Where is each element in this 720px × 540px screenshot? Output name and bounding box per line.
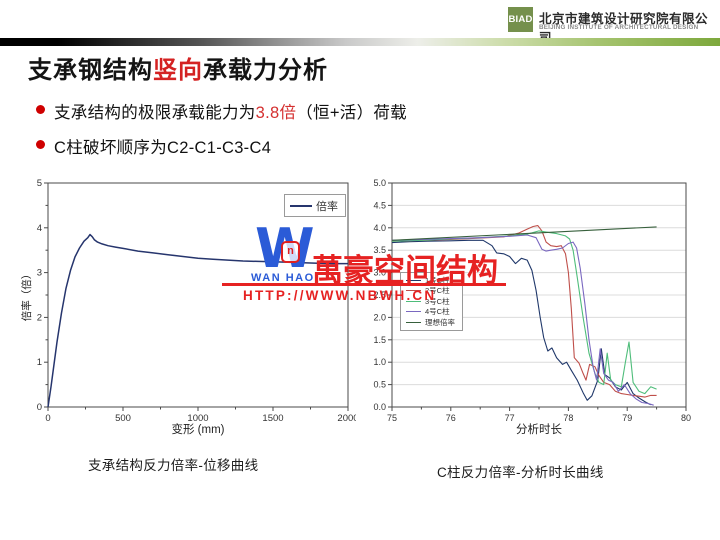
title-pre: 支承钢结构 (28, 57, 153, 84)
legend-item: 4号C柱 (406, 307, 457, 318)
bullet-dot-icon (36, 105, 45, 114)
bullet-text-pre: C柱破坏顺序为C2-C1-C3-C4 (54, 139, 272, 157)
svg-text:分析时长: 分析时长 (516, 422, 562, 436)
legend-label: 3号C柱 (425, 296, 450, 306)
chart-legend: 倍率 (284, 194, 346, 217)
page-title: 支承钢结构竖向承载力分析 (28, 50, 328, 85)
bullet-text: 支承结构的极限承载能力为3.8倍（恒+活）荷载 (54, 99, 407, 123)
legend-item: 2号C柱 (406, 286, 457, 297)
svg-text:5: 5 (37, 178, 42, 189)
svg-text:77: 77 (505, 413, 515, 423)
svg-text:1500: 1500 (262, 413, 283, 424)
legend-item: 理想倍率 (406, 317, 457, 328)
svg-text:1.5: 1.5 (373, 335, 386, 345)
chart-legend: 1号C柱 2号C柱 3号C柱 4号C柱 理想倍率 (400, 272, 463, 331)
biad-logo-text: BIAD (508, 14, 533, 25)
legend-line-sample (406, 290, 421, 292)
svg-text:2: 2 (37, 312, 42, 323)
svg-text:2000: 2000 (337, 413, 356, 424)
legend-label: 2号C柱 (425, 286, 450, 296)
svg-text:1000: 1000 (187, 413, 208, 424)
legend-line-sample (406, 300, 421, 302)
title-post: 承载力分析 (203, 57, 328, 84)
chart-force-time: 75 76 77 78 79 80 0.0 0.5 1.0 1.5 2.0 2.5 3.0 3.5 4.0 4… (362, 178, 698, 442)
legend-line-sample (406, 311, 421, 313)
title-highlight: 竖向 (153, 57, 203, 84)
bullet-failure-order: C柱破坏顺序为C2-C1-C3-C4 (36, 134, 271, 158)
biad-logo: BIAD (508, 7, 533, 32)
bullet-text-post: （恒+活）荷载 (296, 104, 407, 122)
legend-line-sample (406, 279, 421, 281)
bullet-text: C柱破坏顺序为C2-C1-C3-C4 (54, 134, 271, 158)
svg-text:500: 500 (115, 413, 131, 424)
svg-text:76: 76 (446, 413, 456, 423)
svg-text:78: 78 (563, 413, 573, 423)
svg-text:0.5: 0.5 (373, 380, 386, 390)
svg-text:3.0: 3.0 (373, 268, 386, 278)
legend-item: 倍率 (290, 197, 340, 214)
svg-text:4.0: 4.0 (373, 223, 386, 233)
svg-text:5.0: 5.0 (373, 178, 386, 188)
svg-text:1.0: 1.0 (373, 357, 386, 367)
svg-text:80: 80 (681, 413, 691, 423)
svg-text:0: 0 (45, 413, 50, 424)
svg-text:2.5: 2.5 (373, 290, 386, 300)
company-name-en: BEIJING INSTITUTE OF ARCHITECTURAL DESIG… (539, 24, 699, 31)
chart-svg: 0 500 1000 1500 2000 0 1 2 3 4 5 变形 (mm) 倍率（倍） (20, 178, 359, 436)
svg-text:4.5: 4.5 (373, 200, 386, 210)
bullet-text-highlight: 3.8倍 (255, 104, 297, 122)
svg-text:变形 (mm): 变形 (mm) (171, 422, 224, 436)
header-divider-gradient (0, 38, 720, 46)
svg-text:4: 4 (37, 223, 42, 234)
legend-line-sample (290, 204, 312, 207)
legend-item: 1号C柱 (406, 275, 457, 286)
svg-text:1: 1 (37, 357, 42, 368)
bullet-text-pre: 支承结构的极限承载能力为 (54, 104, 256, 122)
legend-label: 4号C柱 (425, 307, 450, 317)
bullet-ultimate-capacity: 支承结构的极限承载能力为3.8倍（恒+活）荷载 (36, 99, 407, 123)
svg-text:0.0: 0.0 (373, 402, 386, 412)
caption-left-chart: 支承结构反力倍率-位移曲线 (88, 458, 259, 473)
svg-text:75: 75 (387, 413, 397, 423)
svg-text:3: 3 (37, 268, 42, 279)
legend-line-sample (406, 321, 421, 323)
legend-label: 理想倍率 (425, 317, 455, 327)
svg-text:0: 0 (37, 402, 42, 413)
legend-item: 3号C柱 (406, 296, 457, 307)
caption-right-chart: C柱反力倍率-分析时长曲线 (437, 465, 604, 480)
svg-text:79: 79 (622, 413, 632, 423)
legend-label: 1号C柱 (425, 275, 450, 285)
chart-force-displacement: 0 500 1000 1500 2000 0 1 2 3 4 5 变形 (mm) 倍率（倍） 倍率 (20, 178, 359, 442)
bullet-dot-icon (36, 140, 45, 149)
svg-text:3.5: 3.5 (373, 245, 386, 255)
svg-text:2.0: 2.0 (373, 312, 386, 322)
svg-text:倍率（倍）: 倍率（倍） (20, 269, 33, 322)
legend-label: 倍率 (316, 200, 338, 213)
